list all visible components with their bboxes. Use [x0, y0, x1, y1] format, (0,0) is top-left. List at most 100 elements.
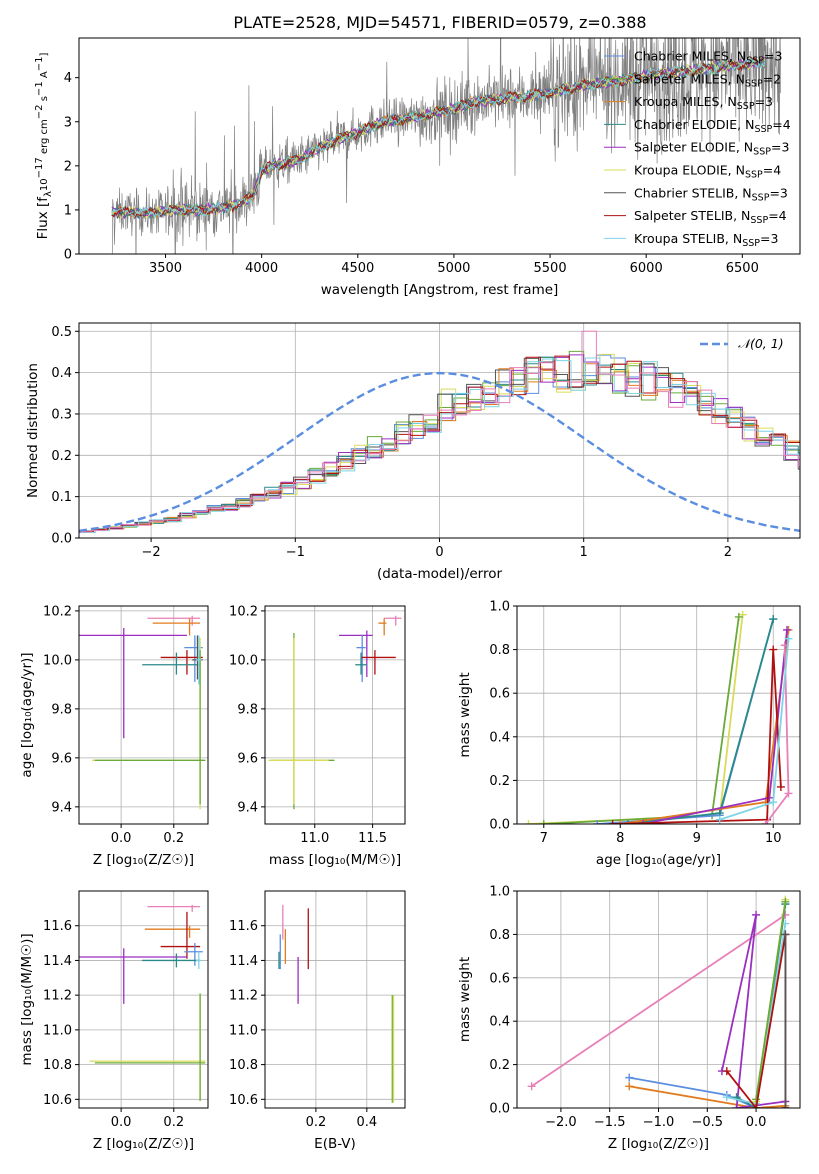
legend-label-name: Chabrier MILES, N [634, 49, 746, 64]
weight-marker [623, 820, 632, 824]
x-tick-label: 2 [724, 545, 732, 560]
x-tick-label: 8 [616, 831, 624, 846]
weight-marker [524, 820, 533, 824]
y-tick-label: 1.0 [489, 600, 510, 615]
age-vs-Z-panel: 0.0 0.2 9.4 9.6 9.8 10.0 10.2 Z [log₁₀(Z/Z☉)] ag… [19, 604, 209, 868]
model-spectrum-line [111, 56, 766, 220]
y-tick-label: 0.6 [489, 971, 510, 986]
x-tick-label: 4000 [245, 261, 278, 276]
legend-label: Salpeter MILES, NSSP=2 [634, 71, 781, 89]
y-axis-label-part: −1 [34, 57, 45, 72]
y-tick-label: 11.6 [229, 919, 258, 934]
weight-marker [722, 1067, 731, 1076]
weight-marker [769, 615, 778, 624]
y-tick-label: 10.6 [43, 1093, 72, 1108]
mass-vs-EBV-plot-area [278, 904, 395, 1103]
weight-marker [782, 625, 791, 634]
y-tick-label: 10.8 [43, 1058, 72, 1073]
weight-vs-Z-plot-area [527, 895, 790, 1108]
legend-label-name: Chabrier ELODIE, N [634, 117, 754, 132]
legend-label-sub: SSP [746, 56, 764, 67]
mass-vs-EBV-panel: 0.2 0.4 10.6 10.8 11.0 11.2 11.4 11.6 E(B-V) [229, 890, 406, 1152]
y-tick-label: 0.1 [51, 490, 72, 505]
y-axis-label: mass weight [457, 957, 473, 1042]
x-axis-label: (data-model)/error [377, 566, 503, 582]
y-tick-label: 0.6 [489, 687, 510, 702]
spectrum-plot-area [109, 38, 781, 254]
weight-line [721, 914, 786, 1108]
x-tick-label: 6000 [630, 261, 663, 276]
legend-label-name: Salpeter STELIB, N [634, 208, 750, 223]
y-tick-label: 0.2 [489, 1058, 510, 1073]
legend-label-tail: =3 [764, 49, 782, 64]
residuals-plot-area [79, 330, 800, 534]
weight-marker [734, 612, 743, 621]
y-tick-label: 9.6 [237, 751, 258, 766]
legend-label-tail: =3 [771, 140, 789, 155]
model-spectrum-line [111, 55, 765, 220]
y-tick-label: 11.4 [229, 954, 258, 969]
x-axis-label: Z [log₁₀(Z/Z☉)] [93, 1136, 194, 1152]
x-tick-label: −2 [142, 545, 161, 560]
age-vs-mass-plot-area [268, 615, 402, 810]
weight-marker [776, 782, 785, 791]
y-axis-label-part: ] [39, 53, 50, 57]
age-vs-Z-plot-area [79, 615, 206, 810]
weight-line [531, 914, 786, 1088]
legend-label-name: Chabrier STELIB, N [634, 185, 752, 200]
x-tick-label: 0.2 [163, 831, 184, 846]
y-axis-label-part: erg cm [39, 119, 50, 157]
y-axis-label-part: Flux [f [35, 196, 51, 240]
y-axis-label: mass [log₁₀(M/M☉)] [19, 933, 35, 1065]
y-tick-label: 1 [64, 203, 72, 218]
y-tick-label: 10.8 [229, 1058, 258, 1073]
y-tick-label: 1.0 [489, 885, 510, 900]
legend-label-sub: SSP [750, 215, 768, 226]
weight-marker [781, 897, 790, 906]
legend-label-sub: SSP [745, 78, 763, 89]
legend-label: Salpeter STELIB, NSSP=4 [634, 208, 787, 226]
axes-frame [264, 890, 406, 1109]
y-axis-label-part: s [39, 96, 50, 104]
legend-label: Salpeter ELODIE, NSSP=3 [634, 140, 789, 158]
legend-label-tail: =4 [772, 117, 790, 132]
residual-histogram-step [79, 330, 800, 533]
legend-label-sub: SSP [754, 124, 772, 135]
normal-curve [79, 371, 800, 532]
y-tick-label: 0.4 [489, 1015, 510, 1030]
y-tick-label: 0.0 [489, 1102, 510, 1117]
weight-line [612, 649, 782, 824]
y-tick-label: 3 [64, 115, 72, 130]
x-tick-label: −1.5 [594, 1115, 626, 1130]
legend-label: Kroupa STELIB, NSSP=3 [634, 231, 778, 249]
x-tick-label: 0.0 [111, 1115, 132, 1130]
y-axis-label: Normed distribution [25, 363, 41, 498]
x-tick-label: 11.0 [300, 831, 329, 846]
weight-vs-Z-panel: −2.0 −1.5 −1.0 −0.5 0.0 0.0 0.2 0.4 0.6 0.8 1.0 Z [… [457, 885, 801, 1152]
x-tick-label: 0.4 [356, 1115, 377, 1130]
weight-marker [781, 930, 790, 939]
y-tick-label: 0 [64, 248, 72, 263]
weight-marker [715, 815, 724, 824]
legend-label-tail: =3 [755, 94, 773, 109]
legend-label-sub: SSP [745, 170, 763, 181]
axes-frame [78, 605, 209, 825]
x-tick-label: 0.0 [746, 1115, 767, 1130]
weight-marker [616, 820, 625, 824]
spectrum-panel: 3500 4000 4500 5000 5500 6000 6500 0 1 2 3 4 wavelen… [34, 37, 801, 298]
x-tick-label: 7 [540, 831, 548, 846]
x-tick-label: −1 [286, 545, 305, 560]
x-tick-label: 6500 [726, 261, 759, 276]
y-tick-label: 9.4 [51, 800, 72, 815]
y-axis-label: Flux [fλ10−17 erg cm−2 s−1 A−1] [34, 53, 54, 240]
mass-vs-Z-plot-area [79, 904, 206, 1102]
y-tick-label: 0.0 [489, 818, 510, 833]
residual-histogram-step [80, 357, 800, 534]
y-tick-label: 10.2 [43, 604, 72, 619]
y-tick-label: 9.8 [51, 702, 72, 717]
weight-marker [752, 1104, 761, 1108]
legend-label: Chabrier ELODIE, NSSP=4 [634, 117, 791, 135]
x-tick-label: 11.5 [358, 831, 387, 846]
y-tick-label: 10.6 [229, 1093, 258, 1108]
